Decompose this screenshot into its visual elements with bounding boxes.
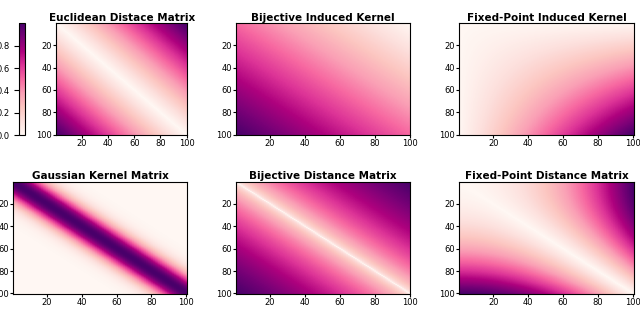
Title: Fixed-Point Distance Matrix: Fixed-Point Distance Matrix: [465, 171, 628, 181]
Title: Bijective Distance Matrix: Bijective Distance Matrix: [250, 171, 397, 181]
Title: Fixed-Point Induced Kernel: Fixed-Point Induced Kernel: [467, 13, 627, 23]
Title: Euclidean Distace Matrix: Euclidean Distace Matrix: [49, 13, 195, 23]
Title: Bijective Induced Kernel: Bijective Induced Kernel: [252, 13, 395, 23]
Title: Gaussian Kernel Matrix: Gaussian Kernel Matrix: [31, 171, 168, 181]
